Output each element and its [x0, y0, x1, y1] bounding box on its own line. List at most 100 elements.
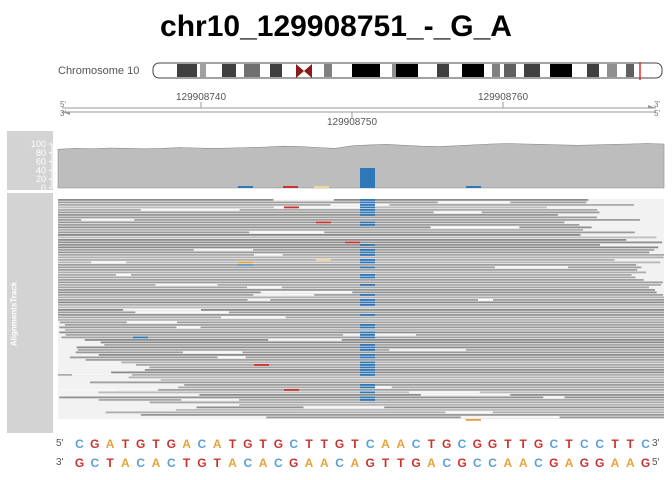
read-gap	[437, 201, 511, 204]
chromosome-label: Chromosome 10	[58, 65, 140, 77]
sequence-base: G	[166, 437, 176, 451]
read-gap	[126, 321, 177, 324]
sequence-base: T	[228, 437, 237, 451]
read	[58, 214, 558, 216]
sequence-base: G	[595, 456, 605, 470]
read	[58, 316, 664, 319]
read-gap	[460, 416, 560, 419]
sequence-base: A	[105, 437, 115, 451]
read-gap	[59, 389, 159, 391]
read	[75, 351, 664, 354]
variant-base	[360, 399, 375, 401]
read	[58, 216, 597, 219]
read-gap	[268, 339, 342, 341]
sequence-base: G	[197, 456, 207, 470]
alignment-reads	[58, 199, 664, 421]
coverage-area	[57, 143, 665, 189]
variant-base	[360, 224, 375, 226]
read	[58, 201, 587, 204]
sequence-base: C	[534, 456, 543, 470]
sequence-base: G	[472, 437, 482, 451]
variant-base	[360, 386, 375, 389]
sequence-base: T	[106, 456, 114, 470]
read	[58, 209, 598, 211]
variant-base	[360, 364, 375, 366]
sequence-base: C	[411, 437, 421, 451]
read	[58, 244, 600, 246]
variant-base	[360, 371, 375, 374]
read	[58, 211, 600, 214]
read-gap	[155, 284, 218, 286]
sequence-base: C	[90, 456, 100, 470]
sequence-base: T	[626, 437, 634, 451]
coverage-tick-label: 100	[31, 139, 46, 149]
read	[58, 256, 664, 259]
read	[58, 246, 659, 249]
sequence-base: A	[610, 456, 620, 470]
read	[160, 379, 664, 381]
variant-base	[360, 214, 375, 216]
sequence-base: C	[289, 437, 299, 451]
read	[239, 404, 664, 406]
sequence-base: T	[259, 437, 267, 451]
variant-base	[360, 301, 375, 304]
read-gap	[181, 399, 240, 401]
sequence-base: A	[151, 456, 161, 470]
sequence-base: C	[442, 456, 452, 470]
read	[58, 251, 650, 254]
read	[149, 366, 664, 369]
sequence-base: C	[365, 437, 375, 451]
read-gap	[343, 334, 416, 336]
read	[58, 309, 664, 311]
read	[140, 414, 664, 416]
read	[58, 259, 615, 261]
mismatch-base	[254, 364, 269, 366]
variant-base	[360, 349, 375, 351]
read	[196, 406, 664, 409]
read-gap	[81, 219, 135, 221]
sequence-base: T	[397, 456, 405, 470]
read	[104, 344, 664, 346]
variant-base	[360, 204, 375, 206]
read	[65, 329, 664, 331]
mismatch-base	[478, 299, 493, 301]
sequence-base: A	[182, 437, 191, 451]
seq-end-label: 5'	[56, 438, 64, 449]
seq-end-label: 3'	[652, 438, 660, 449]
sequence-base: T	[305, 437, 313, 451]
variant-base	[360, 259, 375, 261]
sequence-base: T	[320, 437, 328, 451]
mismatch-base	[284, 206, 299, 209]
sequence-base: G	[487, 437, 498, 451]
variant-base	[360, 369, 375, 371]
read	[58, 276, 636, 279]
variant-base	[360, 374, 375, 376]
sequence-base: G	[533, 437, 544, 451]
read	[58, 231, 635, 234]
sequence-base: G	[457, 456, 467, 470]
read	[58, 261, 661, 264]
read	[58, 236, 657, 239]
strand-label: 5'	[60, 100, 66, 109]
sequence-base: T	[519, 437, 527, 451]
read	[58, 279, 644, 281]
read-gap	[389, 349, 466, 351]
coverage-tick-label: 80	[36, 148, 46, 158]
sequence-base: C	[274, 456, 283, 470]
read	[136, 364, 664, 366]
variant-base	[360, 201, 375, 204]
coverage-track-sidebar	[7, 131, 53, 190]
read	[58, 284, 662, 286]
mismatch-base	[238, 261, 253, 264]
read	[58, 226, 592, 229]
mismatch-coverage-mark	[283, 186, 298, 188]
read	[58, 266, 642, 269]
variant-base	[360, 206, 375, 209]
read	[100, 341, 664, 344]
read-gap	[135, 311, 229, 314]
variant-base	[360, 209, 375, 211]
sequence-base: A	[625, 456, 635, 470]
read-gap	[330, 204, 390, 206]
read-gap	[273, 199, 334, 201]
sequence-base: C	[580, 437, 589, 451]
